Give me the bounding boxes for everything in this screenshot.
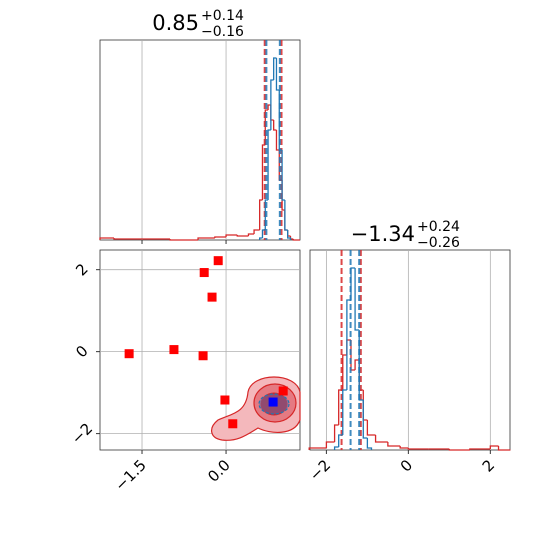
scatter-point (199, 268, 209, 278)
hist-step (354, 268, 360, 331)
hist-step (169, 239, 199, 241)
hist-step (308, 447, 327, 450)
hist-step (214, 236, 227, 238)
hist-step (469, 448, 491, 450)
hist-step (267, 104, 271, 110)
panel-frame (99, 39, 301, 241)
hist-step (366, 438, 373, 450)
hist-step (253, 229, 260, 234)
hist-step (264, 199, 269, 230)
hist-step (273, 120, 277, 131)
hist-step (338, 434, 343, 447)
hist-step (267, 129, 271, 200)
hist-step (362, 400, 368, 439)
hist-step (387, 442, 401, 447)
x-tick-label: 0 (397, 456, 416, 475)
truth-marker (268, 397, 278, 407)
hist-step (354, 359, 360, 370)
hist-step (489, 445, 499, 449)
hist-step (342, 389, 347, 435)
title-lower: −0.16 (201, 24, 244, 40)
hist-step (275, 130, 280, 151)
hist-step (284, 200, 288, 231)
hist-step (261, 229, 266, 238)
hist-step (197, 237, 215, 240)
y-tick-label: −2 (68, 419, 96, 447)
hist-step (292, 239, 300, 241)
scatter-point (278, 386, 288, 396)
hist-step (259, 237, 263, 240)
hist-step (270, 79, 274, 130)
x-tick-label: −2 (306, 456, 334, 484)
hist-step (333, 424, 339, 442)
hist-step (366, 420, 376, 436)
hist-step (374, 435, 388, 443)
hist-step (275, 58, 280, 91)
y-tick-label: 0 (72, 342, 91, 361)
panel-frame (309, 249, 511, 451)
y-tick-label: 2 (72, 260, 91, 279)
title-value: 0.85 (152, 11, 199, 35)
title-upper: +0.24 (417, 219, 460, 235)
hist-step (99, 237, 115, 240)
hist-step (281, 150, 285, 201)
x-tick-label: 0.0 (204, 456, 234, 486)
hist-step (225, 234, 238, 237)
hist-step (287, 230, 292, 240)
hist-step (273, 57, 277, 80)
hist-step (325, 441, 335, 448)
hist-step (333, 446, 339, 450)
hist-step (497, 446, 511, 451)
scatter-point (169, 345, 179, 355)
hist-step (247, 233, 255, 236)
hist-step (342, 354, 347, 390)
title-lower: −0.26 (417, 235, 460, 251)
scatter-point (213, 256, 223, 266)
scatter-point (124, 349, 134, 359)
title-upper: +0.14 (201, 8, 244, 24)
scatter-point (198, 351, 208, 361)
hist-step (236, 235, 249, 237)
hist-step (259, 199, 263, 230)
panel-frame (99, 249, 301, 451)
hist-step (448, 449, 470, 451)
hist-step (407, 448, 429, 450)
scatter-point (228, 419, 238, 429)
x-tick-label: 2 (479, 456, 498, 475)
scatter-point (220, 395, 230, 405)
scatter-point (207, 292, 217, 302)
hist-step (113, 238, 143, 240)
title-value: −1.34 (351, 222, 415, 246)
x-tick-label: −1.5 (111, 456, 149, 494)
hist-step (399, 446, 409, 449)
